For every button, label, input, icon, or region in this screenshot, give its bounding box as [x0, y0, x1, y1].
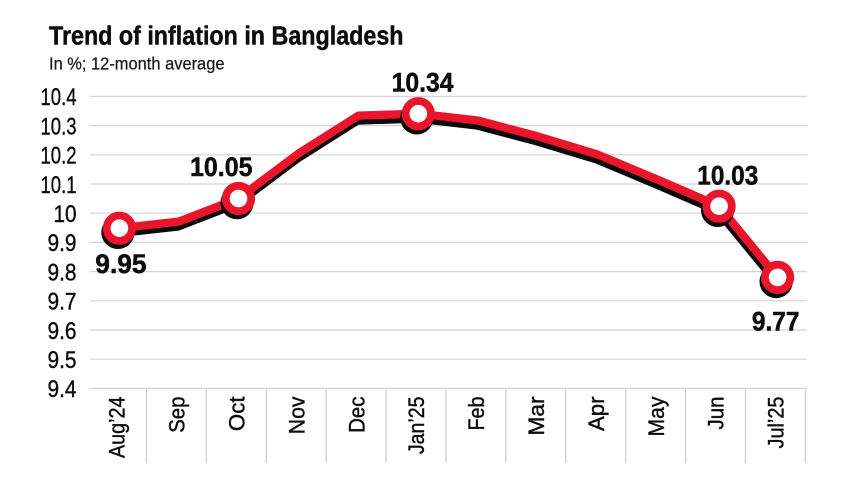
- svg-text:May: May: [644, 396, 669, 437]
- svg-text:10.03: 10.03: [697, 161, 758, 191]
- svg-text:10.34: 10.34: [392, 68, 454, 98]
- svg-text:Dec: Dec: [344, 397, 369, 433]
- svg-text:Jan’25: Jan’25: [404, 397, 429, 455]
- svg-text:Apr: Apr: [584, 396, 609, 431]
- svg-text:In %; 12-month average: In %; 12-month average: [49, 54, 225, 74]
- svg-text:9.4: 9.4: [48, 376, 77, 403]
- svg-text:10: 10: [54, 201, 77, 228]
- svg-text:Sep: Sep: [165, 397, 190, 433]
- svg-text:9.6: 9.6: [48, 318, 77, 345]
- svg-text:Aug’24: Aug’24: [105, 397, 130, 459]
- svg-text:10.4: 10.4: [41, 84, 77, 111]
- svg-text:Nov: Nov: [284, 396, 309, 434]
- svg-text:Mar: Mar: [524, 396, 549, 436]
- svg-text:10.1: 10.1: [41, 172, 77, 199]
- svg-text:Trend of inflation in Banglade: Trend of inflation in Bangladesh: [49, 23, 404, 51]
- svg-text:10.3: 10.3: [41, 113, 77, 140]
- svg-text:9.7: 9.7: [48, 289, 77, 316]
- svg-text:Feb: Feb: [464, 397, 489, 431]
- svg-text:9.95: 9.95: [95, 249, 146, 279]
- svg-text:10.2: 10.2: [41, 143, 77, 170]
- svg-text:9.77: 9.77: [752, 307, 800, 337]
- svg-text:Jun: Jun: [704, 397, 729, 430]
- svg-text:9.5: 9.5: [48, 347, 77, 374]
- svg-text:10.05: 10.05: [190, 152, 253, 182]
- svg-text:9.8: 9.8: [48, 259, 77, 286]
- svg-text:9.9: 9.9: [48, 230, 77, 257]
- svg-text:Jul’25: Jul’25: [764, 397, 789, 449]
- svg-text:Oct: Oct: [225, 396, 250, 431]
